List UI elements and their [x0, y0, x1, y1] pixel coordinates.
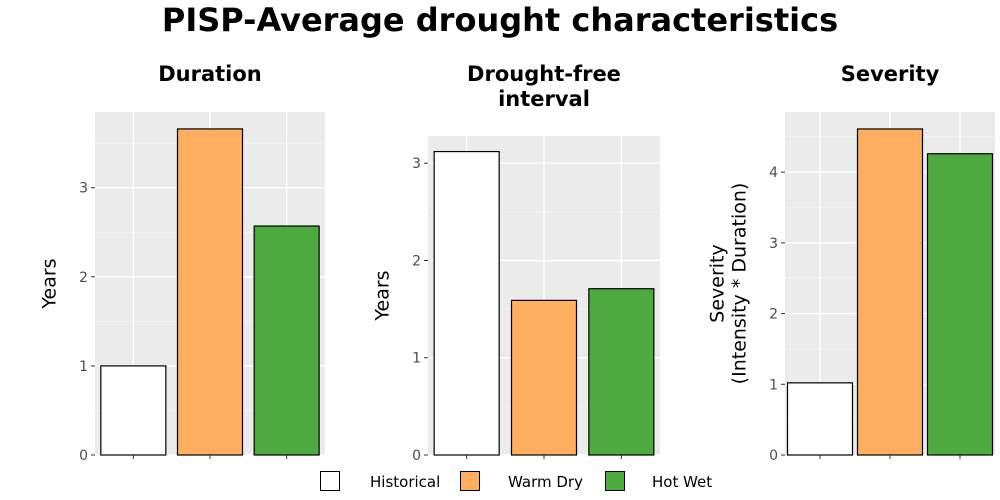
bar-historical: [100, 365, 167, 456]
y-tick-label: 1: [769, 377, 778, 393]
legend-swatch-warm-dry: [460, 471, 480, 491]
chart-panel-duration: 0 1 2 3 Duration Years: [39, 62, 325, 464]
panel-title: Severity: [841, 62, 940, 86]
y-tick-label: 2: [769, 307, 778, 323]
y-axis-label: (Intensity * Duration): [729, 183, 751, 385]
y-tick-label: 0: [769, 448, 778, 464]
y-axis-label: Years: [39, 258, 61, 309]
y-tick-label: 3: [79, 181, 88, 197]
y-tick-label: 0: [412, 448, 421, 464]
y-tick-label: 2: [412, 253, 421, 269]
legend-swatch-hot-wet: [605, 471, 625, 491]
legend-label-historical: Historical: [370, 473, 441, 491]
y-axis-label: Severity: [707, 244, 729, 322]
bar-hot-wet: [253, 225, 320, 456]
bar-warm-dry: [176, 128, 244, 456]
chart-panel-drought-free-interval: 0 1 2 3 Drought-free interval Years: [372, 62, 660, 464]
y-tick-label: 2: [79, 270, 88, 286]
bar-historical: [786, 382, 854, 456]
charts-canvas: 0 1 2 3 Duration Years 0 1 2 3 Drought-free interva…: [39, 62, 995, 464]
panel-title: Duration: [158, 62, 262, 86]
legend-label-hot-wet: Hot Wet: [652, 473, 713, 491]
y-axis-label: Years: [372, 270, 394, 321]
bar-hot-wet: [926, 153, 994, 456]
panel-title: Drought-free interval: [467, 62, 621, 111]
bar-historical: [433, 150, 500, 456]
chart-main-title: PISP-Average drought characteristics: [161, 1, 839, 39]
legend-label-warm-dry: Warm Dry: [508, 473, 583, 491]
y-tick-label: 0: [79, 448, 88, 464]
legend-swatch-historical: [320, 471, 340, 491]
bar-warm-dry: [510, 299, 578, 456]
y-tick-label: 4: [769, 165, 778, 181]
bar-warm-dry: [856, 128, 924, 456]
y-tick-label: 3: [412, 156, 421, 172]
y-tick-label: 1: [79, 359, 88, 375]
y-tick-label: 1: [412, 351, 421, 367]
bar-hot-wet: [588, 288, 655, 456]
y-tick-label: 3: [769, 236, 778, 252]
